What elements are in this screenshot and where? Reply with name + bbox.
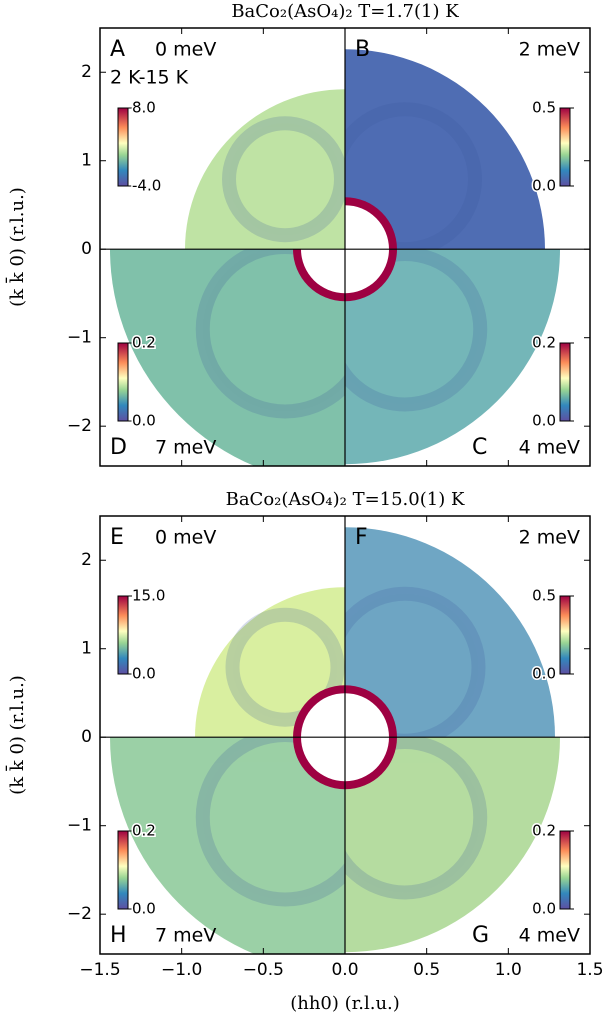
heatmap — [345, 527, 555, 738]
y-axis-label: (k k̄ 0) (r.l.u.) — [4, 187, 28, 307]
beam-hole — [345, 693, 389, 738]
energy-label: 0 meV — [155, 527, 216, 549]
panel-label: B — [355, 37, 370, 62]
colorbar — [117, 107, 129, 187]
x-tick-label: −1.0 — [161, 960, 202, 980]
colorbar — [559, 107, 571, 187]
y-tick-label: 1 — [81, 151, 92, 171]
energy-label: 7 meV — [155, 437, 216, 459]
x-axis-label: (hh0) (r.l.u.) — [290, 993, 400, 1014]
colorbar-tick-label: 0.0 — [532, 900, 556, 918]
y-tick-label: 0 — [81, 239, 92, 259]
x-tick-label: −0.5 — [243, 960, 284, 980]
panel-label: D — [110, 435, 127, 460]
colorbar — [117, 830, 129, 910]
energy-label: 4 meV — [519, 925, 580, 947]
x-tick-label: −1.5 — [79, 960, 120, 980]
energy-label: 2 meV — [519, 527, 580, 549]
x-tick-label: 1.5 — [576, 960, 603, 980]
beam-hole — [301, 249, 345, 294]
panel-label: F — [355, 525, 368, 550]
colorbar — [559, 830, 571, 910]
colorbar-tick-label: 0.2 — [132, 822, 156, 840]
colorbar-tick-label: 0.0 — [532, 412, 556, 430]
y-axis-label: (k k̄ 0) (r.l.u.) — [4, 675, 28, 795]
heatmap-region — [195, 249, 345, 419]
colorbar-tick-label: 8.0 — [132, 99, 156, 117]
energy-label: 2 meV — [519, 39, 580, 61]
heatmap-region — [195, 737, 345, 907]
panel-label: H — [110, 923, 127, 948]
heatmap-region — [345, 737, 488, 900]
y-tick-label: −1 — [67, 816, 92, 836]
colorbar — [559, 595, 571, 675]
beam-hole — [345, 205, 389, 250]
colorbar-tick-label: 15.0 — [132, 587, 165, 605]
panel-label: C — [472, 435, 487, 460]
x-tick-label: 1.0 — [495, 960, 522, 980]
colorbar-tick-label: 0.0 — [132, 900, 156, 918]
y-tick-label: 1 — [81, 639, 92, 659]
colorbar-tick-label: 0.0 — [532, 665, 556, 683]
heatmap — [110, 737, 345, 954]
beam-hole — [301, 693, 345, 738]
beam-hole — [345, 737, 389, 782]
y-tick-label: −2 — [67, 416, 92, 436]
x-tick-label: 0.5 — [413, 960, 440, 980]
energy-label: 4 meV — [519, 437, 580, 459]
colorbar-tick-label: -4.0 — [132, 177, 161, 195]
colorbar-tick-label: 0.0 — [132, 412, 156, 430]
beam-hole — [345, 249, 389, 294]
colorbar-tick-label: 0.0 — [132, 665, 156, 683]
panel-note: 2 K-15 K — [110, 67, 189, 89]
colorbar-tick-label: 0.5 — [532, 587, 556, 605]
chart-title: BaCo₂(AsO₄)₂ T=1.7(1) K — [231, 1, 459, 22]
colorbar — [117, 342, 129, 422]
colorbar-tick-label: 0.2 — [532, 822, 556, 840]
colorbar — [559, 342, 571, 422]
beam-hole — [301, 737, 345, 782]
colorbar-tick-label: 0.2 — [532, 334, 556, 352]
energy-label: 0 meV — [155, 39, 216, 61]
x-tick-label: 0.0 — [331, 960, 358, 980]
y-tick-label: −1 — [67, 328, 92, 348]
heatmap — [345, 249, 560, 465]
heatmap-region — [345, 249, 488, 412]
panel-label: A — [110, 37, 125, 62]
colorbar-tick-label: 0.2 — [132, 334, 156, 352]
heatmap — [345, 737, 560, 953]
energy-label: 7 meV — [155, 925, 216, 947]
heatmap — [345, 49, 545, 250]
y-tick-label: 2 — [81, 62, 92, 82]
colorbar-tick-label: 0.5 — [532, 99, 556, 117]
heatmap-region — [222, 116, 345, 243]
panel-label: E — [110, 525, 124, 550]
panel-label: G — [472, 923, 489, 948]
colorbar-tick-label: 0.0 — [532, 177, 556, 195]
y-tick-label: 0 — [81, 727, 92, 747]
y-tick-label: 2 — [81, 550, 92, 570]
heatmap-region — [225, 607, 345, 727]
colorbar — [117, 595, 129, 675]
y-tick-label: −2 — [67, 904, 92, 924]
heatmap — [195, 587, 345, 738]
chart-title: BaCo₂(AsO₄)₂ T=15.0(1) K — [226, 489, 465, 510]
heatmap — [185, 89, 345, 250]
heatmap — [110, 249, 345, 466]
